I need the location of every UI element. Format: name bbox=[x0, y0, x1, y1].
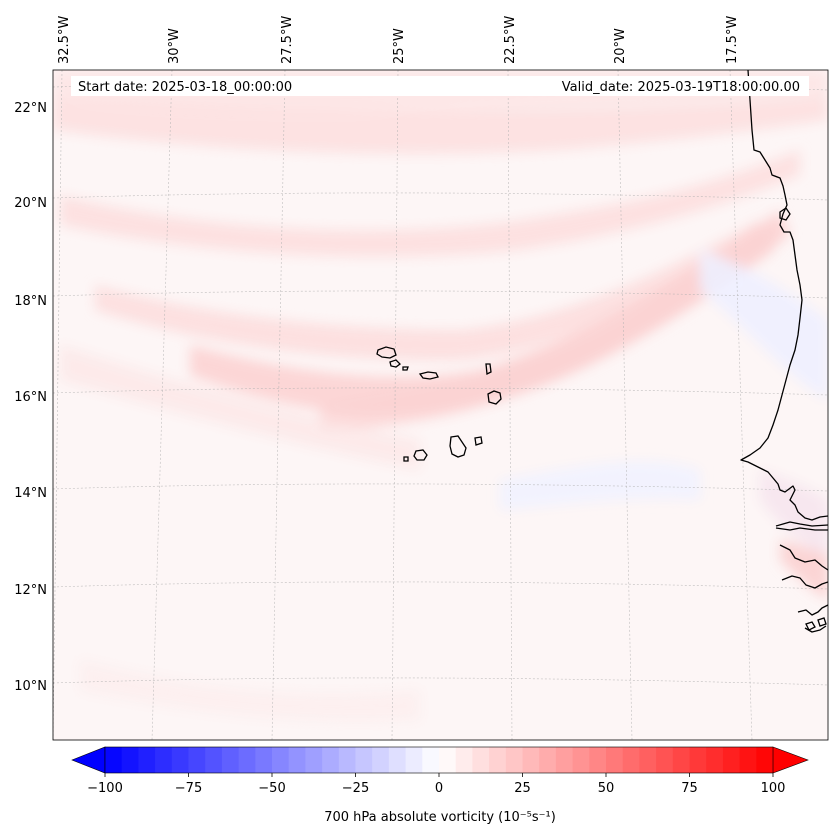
lat-label: 12°N bbox=[14, 583, 47, 598]
colorbar-tick-label: −50 bbox=[258, 781, 285, 796]
lat-label: 20°N bbox=[14, 196, 47, 211]
colorbar-band bbox=[589, 747, 607, 773]
colorbar-band bbox=[105, 747, 123, 773]
colorbar-band bbox=[288, 747, 306, 773]
lat-label: 18°N bbox=[14, 294, 47, 309]
valid-date-label: Valid_date: 2025-03-19T18:00:00.00 bbox=[562, 80, 800, 95]
colorbar-band bbox=[138, 747, 156, 773]
colorbar-band bbox=[171, 747, 189, 773]
lon-label: 27.5°W bbox=[280, 16, 295, 64]
colorbar-tick-label: −100 bbox=[87, 781, 123, 796]
colorbar-band bbox=[305, 747, 323, 773]
vorticity-field bbox=[53, 70, 828, 722]
colorbar-band bbox=[272, 747, 290, 773]
map-frame bbox=[52, 69, 829, 741]
colorbar-band bbox=[706, 747, 724, 773]
lon-label: 17.5°W bbox=[725, 16, 740, 64]
colorbar-high-extension bbox=[772, 746, 809, 774]
colorbar-band bbox=[505, 747, 523, 773]
colorbar-low-extension bbox=[71, 746, 106, 774]
colorbar-band bbox=[322, 747, 340, 773]
lon-label: 20°W bbox=[613, 28, 628, 64]
date-header-strip bbox=[71, 76, 809, 96]
colorbar-band bbox=[355, 747, 373, 773]
colorbar-band bbox=[606, 747, 624, 773]
colorbar-band bbox=[221, 747, 239, 773]
latitude-labels: 22°N 20°N 18°N 16°N 14°N 12°N 10°N bbox=[14, 101, 47, 694]
colorbar-tick-label: 100 bbox=[761, 781, 786, 796]
lat-label: 14°N bbox=[14, 486, 47, 501]
lon-label: 25°W bbox=[392, 28, 407, 64]
colorbar-tick-label: −75 bbox=[175, 781, 202, 796]
lon-label: 22.5°W bbox=[503, 16, 518, 64]
colorbar-band bbox=[555, 747, 573, 773]
colorbar-tick-label: 25 bbox=[514, 781, 531, 796]
colorbar-band bbox=[372, 747, 390, 773]
colorbar-band bbox=[155, 747, 173, 773]
colorbar-band bbox=[639, 747, 657, 773]
start-date-label: Start date: 2025-03-18_00:00:00 bbox=[78, 80, 292, 95]
colorbar: −100 −75 −50 −25 0 25 50 75 100 700 hPa absolute… bbox=[71, 746, 809, 825]
africa-coastline bbox=[740, 70, 828, 521]
colorbar-band bbox=[656, 747, 674, 773]
colorbar-band bbox=[472, 747, 490, 773]
colorbar-band bbox=[238, 747, 256, 773]
colorbar-band bbox=[188, 747, 206, 773]
colorbar-band bbox=[422, 747, 440, 773]
colorbar-band bbox=[489, 747, 507, 773]
lon-label: 30°W bbox=[167, 28, 182, 64]
colorbar-tick-label: 50 bbox=[598, 781, 615, 796]
colorbar-band bbox=[739, 747, 757, 773]
colorbar-band bbox=[121, 747, 139, 773]
colorbar-band bbox=[622, 747, 640, 773]
colorbar-label: 700 hPa absolute vorticity (10⁻⁵s⁻¹) bbox=[324, 810, 556, 825]
lon-label: 32.5°W bbox=[57, 16, 72, 64]
guinea-bissau-coast bbox=[779, 544, 828, 633]
colorbar-band bbox=[572, 747, 590, 773]
gambia-estuary bbox=[775, 521, 828, 531]
cape-verde-islands bbox=[376, 346, 502, 462]
colorbar-tick-label: 0 bbox=[435, 781, 443, 796]
colorbar-ticks: −100 −75 −50 −25 0 25 50 75 100 bbox=[87, 773, 785, 796]
lat-label: 10°N bbox=[14, 679, 47, 694]
lat-label: 22°N bbox=[14, 101, 47, 116]
colorbar-bands bbox=[105, 747, 774, 773]
longitude-labels: 32.5°W 30°W 27.5°W 25°W 22.5°W 20°W 17.5… bbox=[57, 16, 740, 64]
colorbar-band bbox=[388, 747, 406, 773]
coastal-island-north bbox=[779, 207, 791, 221]
colorbar-band bbox=[722, 747, 740, 773]
colorbar-band bbox=[672, 747, 690, 773]
colorbar-band bbox=[539, 747, 557, 773]
colorbar-band bbox=[689, 747, 707, 773]
colorbar-band bbox=[455, 747, 473, 773]
colorbar-band bbox=[522, 747, 540, 773]
colorbar-band bbox=[439, 747, 457, 773]
bijagos-islands bbox=[805, 617, 827, 631]
colorbar-tick-label: −25 bbox=[342, 781, 369, 796]
colorbar-band bbox=[756, 747, 774, 773]
map-panel bbox=[53, 70, 828, 740]
colorbar-tick-label: 75 bbox=[681, 781, 698, 796]
colorbar-band bbox=[338, 747, 356, 773]
colorbar-band bbox=[405, 747, 423, 773]
lat-label: 16°N bbox=[14, 390, 47, 405]
colorbar-band bbox=[255, 747, 273, 773]
colorbar-band bbox=[205, 747, 223, 773]
